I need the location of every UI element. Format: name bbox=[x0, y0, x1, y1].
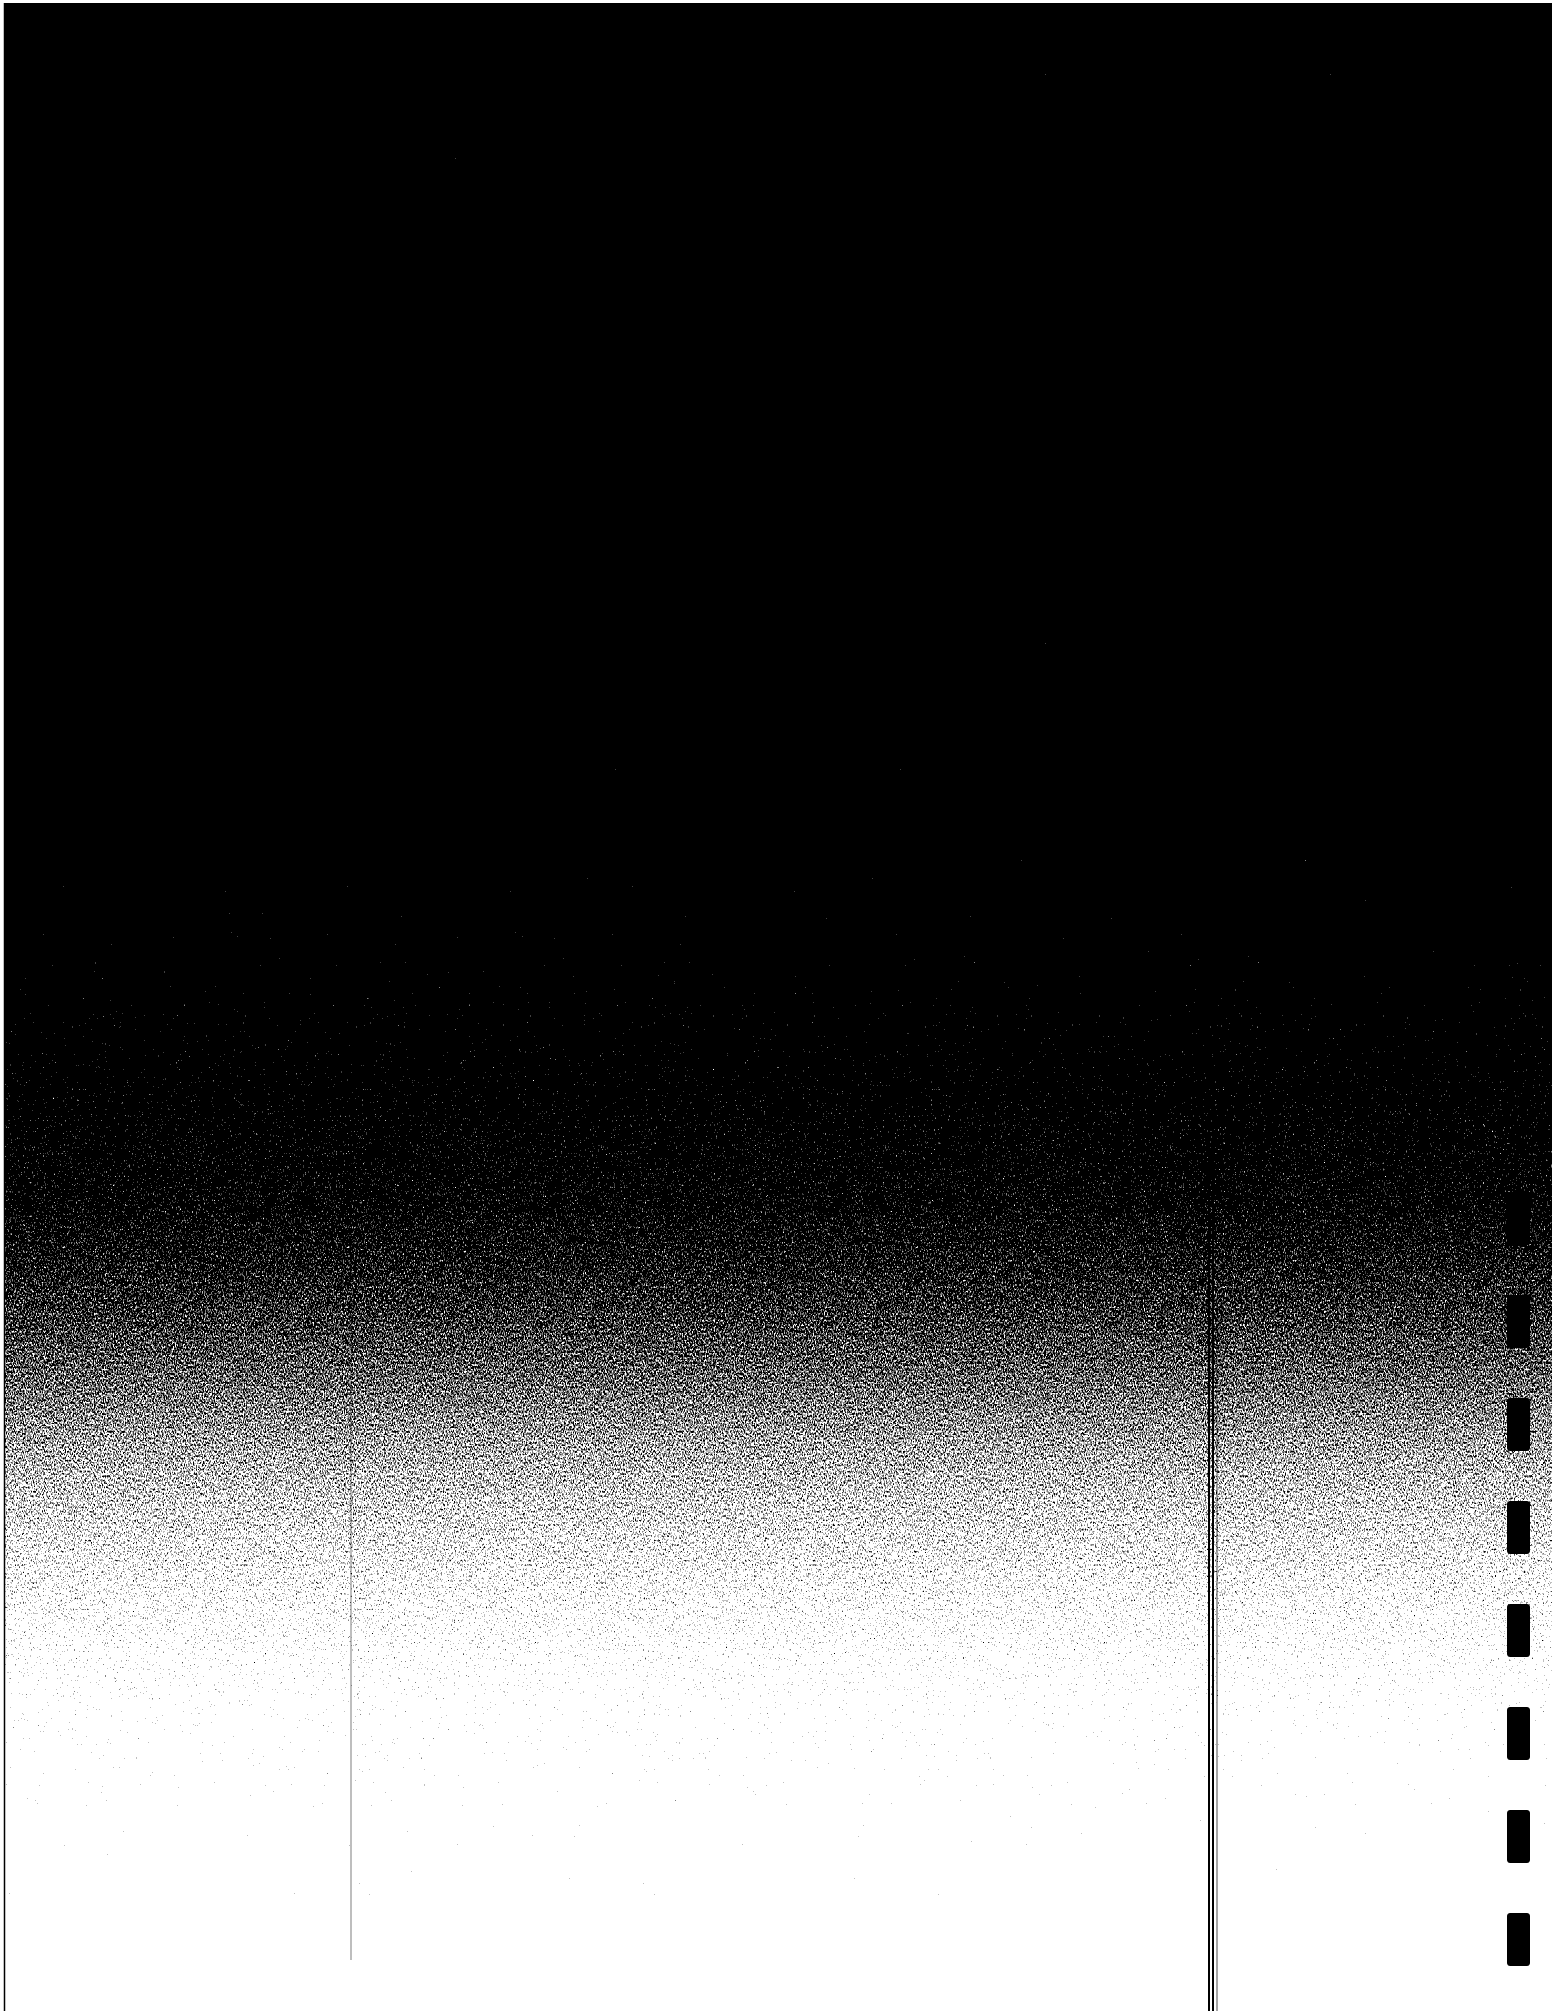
page: (() => { const data = JSON.parse(documen… bbox=[0, 0, 1556, 2011]
marker bbox=[1507, 1295, 1530, 1348]
marker bbox=[1507, 1398, 1530, 1451]
noise-gradient bbox=[4, 3, 1552, 2011]
marker bbox=[1507, 1501, 1530, 1554]
screen bbox=[0, 0, 1556, 2011]
marker bbox=[1507, 1707, 1530, 1760]
marker bbox=[1507, 1913, 1530, 1966]
marker bbox=[1507, 1192, 1530, 1245]
marker bbox=[1507, 1604, 1530, 1657]
marker bbox=[1507, 1810, 1530, 1863]
